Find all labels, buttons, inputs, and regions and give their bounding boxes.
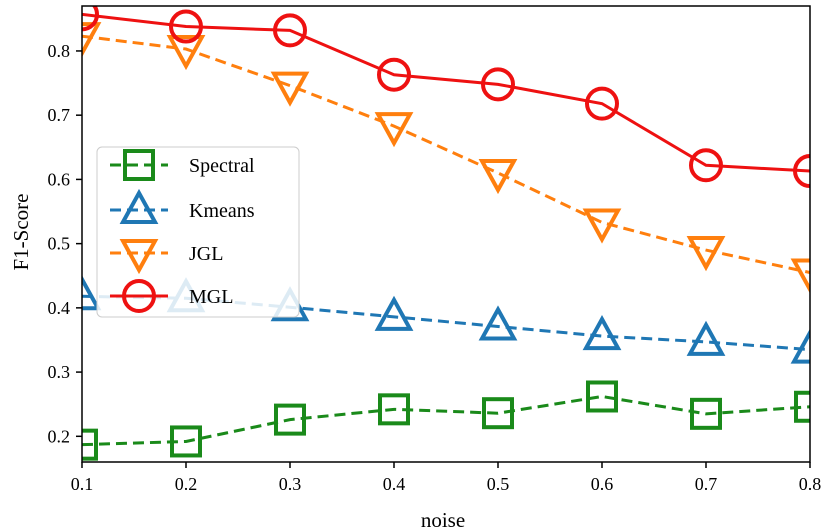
data-point-mgl bbox=[377, 57, 411, 92]
data-point-jgl bbox=[82, 22, 102, 58]
data-point-jgl bbox=[374, 112, 414, 148]
legend: Spectral Kmeans JGL MGL bbox=[96, 146, 300, 318]
data-point-jgl bbox=[478, 158, 518, 195]
legend-label-jgl: JGL bbox=[189, 243, 223, 265]
legend-marker-spectral bbox=[123, 149, 155, 181]
data-point-mgl bbox=[273, 13, 307, 48]
data-point-spectral bbox=[482, 397, 514, 430]
legend-marker-mgl bbox=[122, 279, 156, 313]
data-point-jgl bbox=[166, 35, 206, 71]
data-point-jgl bbox=[686, 236, 726, 272]
data-point-spectral bbox=[794, 390, 810, 423]
x-tick-label: 0.1 bbox=[71, 474, 94, 494]
data-point-kmeans bbox=[82, 275, 102, 311]
x-tick-label: 0.8 bbox=[799, 474, 822, 494]
y-tick-label: 0.3 bbox=[48, 362, 71, 382]
data-point-spectral bbox=[82, 428, 98, 461]
data-point-kmeans bbox=[686, 320, 726, 356]
legend-marker-kmeans bbox=[119, 188, 159, 224]
legend-label-spectral: Spectral bbox=[189, 155, 255, 177]
data-point-mgl bbox=[169, 9, 203, 44]
data-point-mgl bbox=[689, 148, 723, 183]
y-tick-label: 0.5 bbox=[48, 234, 71, 254]
legend-label-kmeans: Kmeans bbox=[189, 200, 255, 222]
data-point-spectral bbox=[378, 393, 410, 426]
data-point-jgl bbox=[270, 71, 310, 107]
axes-frame bbox=[81, 5, 811, 463]
legend-marker-jgl bbox=[119, 239, 159, 275]
y-axis-label: F1-Score bbox=[9, 194, 33, 271]
data-point-spectral bbox=[690, 397, 722, 430]
data-point-mgl bbox=[585, 86, 619, 121]
x-tick-label: 0.7 bbox=[695, 474, 718, 494]
x-tick-label: 0.3 bbox=[279, 474, 302, 494]
x-tick-label: 0.6 bbox=[591, 474, 614, 494]
data-point-spectral bbox=[586, 380, 618, 413]
x-axis-label: noise bbox=[421, 508, 465, 530]
series-line-spectral bbox=[82, 394, 810, 447]
data-point-mgl bbox=[82, 6, 99, 32]
data-point-mgl bbox=[481, 67, 515, 102]
legend-box bbox=[96, 146, 300, 318]
y-tick-label: 0.2 bbox=[48, 426, 71, 446]
data-point-spectral bbox=[170, 425, 202, 458]
data-point-kmeans bbox=[790, 328, 810, 364]
y-tick-label: 0.4 bbox=[48, 298, 71, 318]
series-spectral bbox=[82, 380, 810, 461]
y-tick-label: 0.7 bbox=[48, 105, 71, 125]
y-tick-label: 0.6 bbox=[48, 169, 71, 189]
legend-label-mgl: MGL bbox=[189, 286, 233, 308]
data-point-spectral bbox=[274, 403, 306, 436]
x-tick-label: 0.2 bbox=[175, 474, 198, 494]
series-line-mgl bbox=[82, 12, 810, 173]
series-mgl bbox=[82, 6, 810, 189]
data-point-kmeans bbox=[582, 314, 622, 351]
data-point-mgl bbox=[793, 154, 810, 189]
data-point-kmeans bbox=[374, 295, 414, 331]
data-point-jgl bbox=[582, 208, 622, 244]
series-line-jgl bbox=[82, 34, 810, 275]
series-jgl bbox=[82, 22, 810, 294]
data-point-kmeans bbox=[478, 305, 518, 341]
x-tick-label: 0.5 bbox=[487, 474, 510, 494]
y-tick-label: 0.8 bbox=[48, 41, 71, 61]
x-tick-label: 0.4 bbox=[383, 474, 406, 494]
data-point-jgl bbox=[790, 258, 810, 294]
